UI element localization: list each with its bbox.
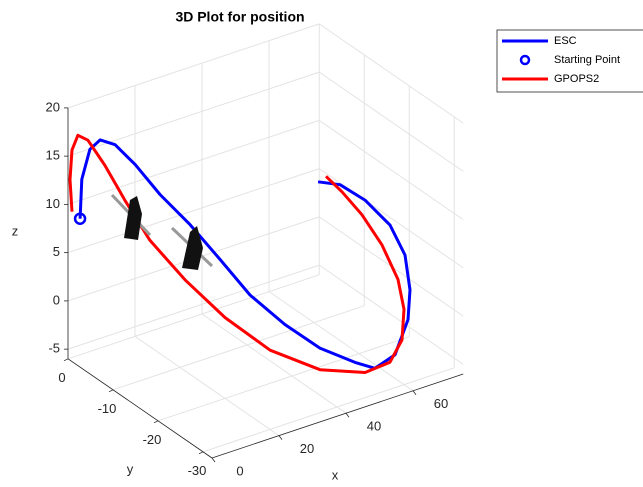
trajectory-line (80, 140, 410, 368)
y-tick-label: -10 (98, 401, 117, 416)
legend: ESC Starting Point GPOPS2 (497, 30, 643, 92)
x-tick-label: 20 (300, 441, 314, 456)
y-tick-label: 0 (58, 370, 65, 385)
grid-line (135, 336, 279, 435)
grid-line (68, 120, 319, 204)
y-axis-line (68, 359, 212, 458)
x-tick (279, 436, 282, 440)
x-tick-label: 60 (434, 396, 448, 411)
grid (64, 24, 463, 462)
x-axis-label: x (332, 467, 339, 482)
grid-line (269, 292, 413, 391)
x-tick-label: 0 (236, 463, 243, 478)
grid-line (319, 120, 463, 219)
z-tick-label: 15 (46, 148, 60, 163)
z-tick-label: -5 (48, 341, 60, 356)
y-tick (154, 421, 158, 423)
plot-area (70, 135, 410, 372)
z-axis-label: z (12, 223, 19, 238)
z-tick-label: 20 (46, 99, 60, 114)
trajectory-line (70, 135, 404, 372)
x-tick-label: 40 (367, 419, 381, 434)
x-tick (346, 413, 349, 417)
grid-line (202, 314, 346, 413)
x-tick (413, 391, 416, 395)
grid-line (68, 24, 319, 108)
y-tick-label: -20 (143, 432, 162, 447)
legend-label: ESC (554, 35, 577, 47)
y-tick (64, 359, 68, 361)
drone-2 (172, 226, 212, 270)
y-tick-label: -30 (188, 463, 207, 478)
z-tick-label: 0 (53, 292, 60, 307)
z-tick-label: 5 (53, 244, 60, 259)
x-tick (212, 458, 215, 462)
grid-line (68, 265, 319, 349)
grid-line (319, 24, 463, 123)
grid-line (319, 72, 463, 171)
y-tick (109, 390, 113, 392)
z-tick-label: 10 (46, 196, 60, 211)
grid-line (319, 265, 463, 364)
chart-title: 3D Plot for position (175, 9, 304, 25)
grid-line (68, 72, 319, 156)
y-tick (199, 452, 203, 454)
chart: 3D Plot for position x y z ESC Starting P… (0, 0, 643, 487)
y-axis-label: y (127, 461, 134, 476)
legend-label: GPOPS2 (554, 73, 599, 85)
legend-label: Starting Point (554, 54, 620, 66)
